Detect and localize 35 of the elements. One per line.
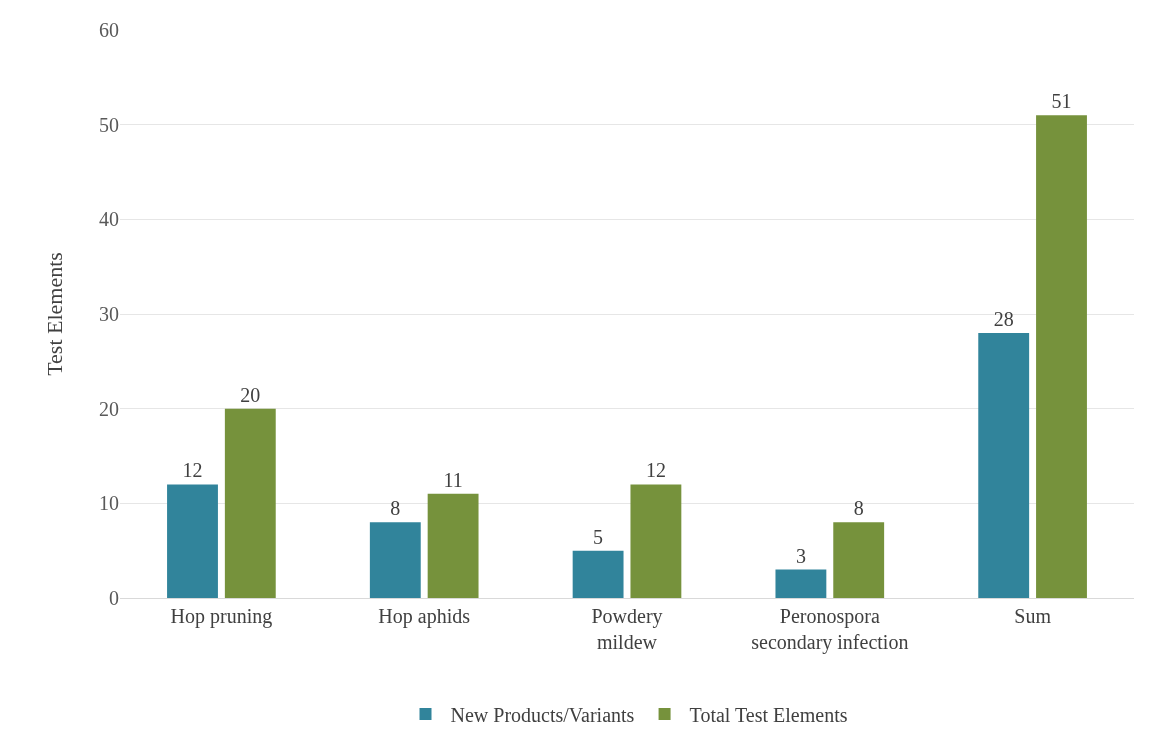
x-tick-label: Powdery mildew	[591, 605, 663, 653]
x-tick-label: Hop pruning	[170, 605, 273, 628]
data-label: 11	[443, 468, 463, 491]
data-label: 8	[390, 497, 401, 520]
bar	[427, 493, 479, 598]
legend-label: New Products/Variants	[450, 703, 635, 726]
bar	[1036, 115, 1087, 598]
data-label: 3	[795, 544, 806, 567]
y-tick-label: 0	[109, 587, 119, 609]
bar	[224, 408, 276, 598]
y-tick-label: 40	[99, 208, 119, 231]
y-tick-label: 20	[99, 397, 119, 420]
bar	[978, 332, 1030, 598]
bar	[833, 522, 885, 598]
x-tick-label: Peronospora secondary infection	[751, 605, 909, 654]
data-label: 28	[993, 307, 1014, 330]
y-tick-label: 50	[99, 113, 119, 136]
y-tick-label: 30	[99, 303, 119, 325]
x-tick-label: Hop aphids	[378, 605, 471, 628]
data-label: 8	[853, 497, 864, 520]
bar	[572, 550, 624, 598]
y-axis-title: Test Elements	[41, 252, 67, 376]
x-tick-label: Sum	[1014, 605, 1052, 627]
bar	[369, 522, 421, 598]
data-label: 12	[182, 459, 203, 482]
bar	[630, 484, 682, 598]
y-tick-label: 10	[99, 492, 119, 515]
data-label: 12	[645, 459, 666, 482]
y-tick-label: 60	[99, 19, 119, 41]
bar	[775, 569, 827, 598]
data-label: 51	[1051, 90, 1072, 113]
data-label: 5	[593, 525, 604, 548]
legend-label: Total Test Elements	[689, 703, 848, 726]
bar	[167, 484, 218, 598]
data-label: 20	[240, 383, 261, 406]
